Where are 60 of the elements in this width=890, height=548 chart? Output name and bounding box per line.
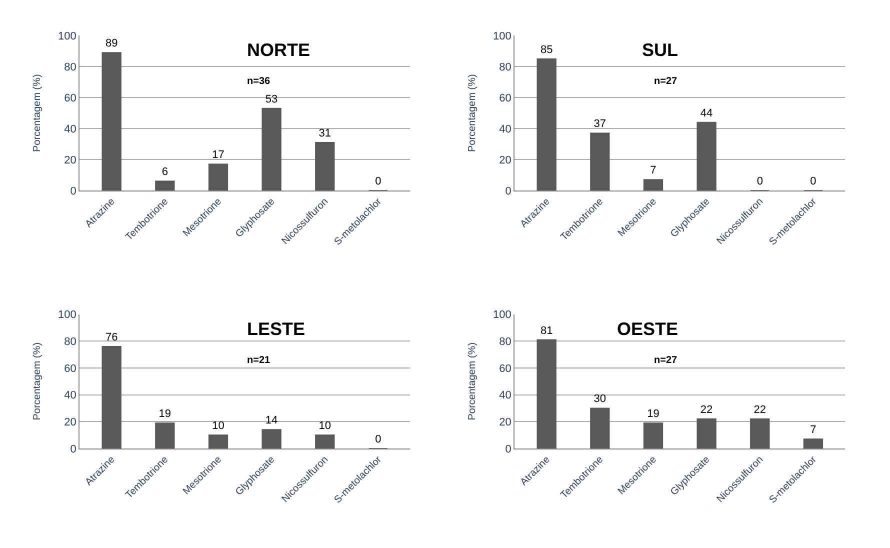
data-label: 7 [650,164,656,177]
y-tick-label: 60 [499,362,512,375]
text: n=27 [654,76,678,87]
y-tick-label: 80 [499,336,512,348]
y-tick-label: 0 [70,443,76,456]
y-tick-label: 0 [505,185,512,198]
data-label: 0 [756,175,763,188]
data-label: 17 [212,149,224,162]
data-label: 10 [318,420,332,432]
y-tick-label: 100 [58,309,76,322]
data-label: 14 [265,414,278,427]
y-tick-label: 20 [64,416,76,428]
y-axis-title: Porcentagem (%) [467,74,478,152]
data-label: 22 [700,404,713,416]
chart-title: LESTE [247,319,306,339]
text: n=21 [247,355,271,366]
data-label: 89 [105,38,118,50]
chart-title: NORTE [247,40,310,60]
data-label: 7 [810,424,816,436]
y-tick-label: 40 [64,390,76,402]
y-tick-label: 60 [499,92,512,104]
data-label: 37 [594,118,606,130]
y-tick-label: 20 [499,154,512,166]
text: n=36 [247,76,271,87]
data-label: 10 [212,420,224,432]
y-tick-label: 60 [64,92,76,104]
y-tick-label: 0 [70,185,76,198]
data-label: 81 [540,324,553,337]
text: n=27 [654,355,678,366]
y-tick-label: 100 [493,30,512,42]
data-label: 44 [700,107,713,120]
data-label: 53 [265,93,278,106]
y-tick-label: 0 [505,443,512,456]
y-tick-label: 100 [493,309,512,322]
chart-title: SUL [642,40,678,60]
data-label: 30 [594,393,606,406]
data-label: 22 [754,404,766,416]
y-tick-label: 80 [499,61,512,74]
data-label: 31 [318,127,332,140]
data-label: 19 [647,408,660,420]
y-tick-label: 80 [64,336,76,348]
y-tick-label: 100 [58,30,76,42]
data-label: 0 [810,175,816,188]
data-label: 85 [540,44,553,56]
y-tick-label: 40 [499,390,512,402]
y-axis-title: Porcentagem (%) [467,342,478,420]
chart-title: OESTE [617,319,678,339]
y-tick-label: 60 [64,362,76,375]
y-axis-title: Porcentagem (%) [32,74,44,152]
data-label: 6 [162,166,168,178]
y-tick-label: 80 [64,61,76,74]
y-tick-label: 20 [64,154,76,166]
data-label: 19 [158,408,172,420]
y-tick-label: 20 [499,416,512,428]
y-axis-title: Porcentagem (%) [32,342,44,420]
y-tick-label: 40 [64,123,76,136]
data-label: 0 [375,175,382,188]
data-label: 0 [375,433,382,446]
y-tick-label: 40 [499,123,512,136]
data-label: 76 [105,331,118,344]
